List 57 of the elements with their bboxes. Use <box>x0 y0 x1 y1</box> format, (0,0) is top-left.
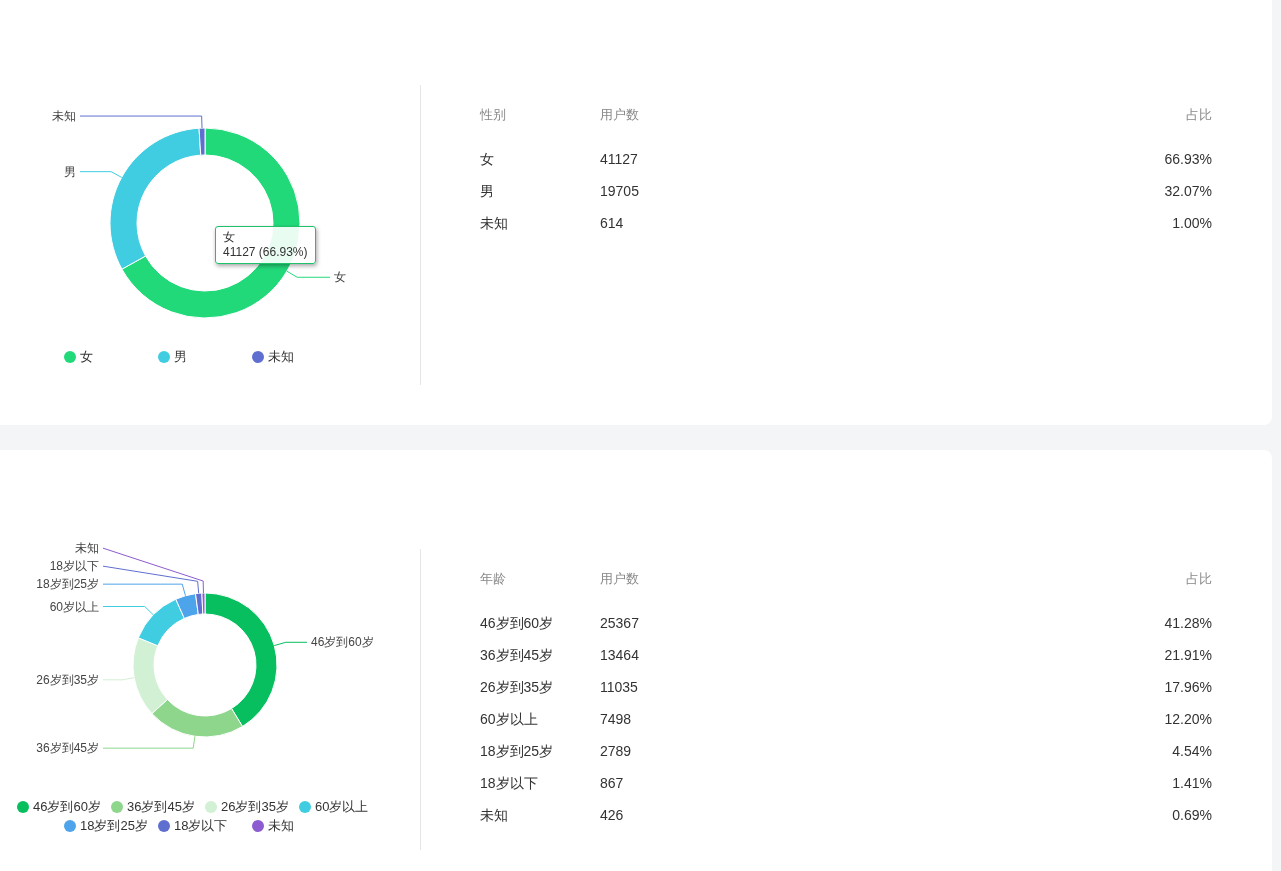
category-label: 未知 <box>480 807 508 823</box>
legend-label: 女 <box>80 348 94 366</box>
text: 867 <box>600 774 624 793</box>
slice-label: 18岁到25岁 <box>36 577 99 592</box>
text: 614 <box>600 214 624 233</box>
text: 21.91% <box>1164 646 1212 665</box>
slice-label: 未知 <box>75 541 99 556</box>
text: 性别 <box>480 106 506 124</box>
category-label: 46岁到60岁 <box>480 615 554 631</box>
text: 41127 <box>600 150 638 169</box>
text: 426 <box>600 806 624 825</box>
category-label: 26岁到35岁 <box>480 679 554 695</box>
text: 4.54% <box>1172 742 1212 761</box>
slice-label: 男 <box>64 164 76 179</box>
legend-label: 60岁以上 <box>315 798 370 816</box>
category-label: 男 <box>480 183 494 199</box>
legend-label: 26岁到35岁 <box>221 798 289 816</box>
category-label: 女 <box>480 151 494 167</box>
legend-label: 36岁到45岁 <box>127 798 195 816</box>
text: 1.00% <box>1172 214 1212 233</box>
slice-label: 女 <box>334 270 346 285</box>
text: 12.20% <box>1164 710 1212 729</box>
text: 0.69% <box>1172 806 1212 825</box>
legend-label: 男 <box>174 348 188 366</box>
category-label: 18岁到25岁 <box>480 743 554 759</box>
slice-label: 未知 <box>52 109 76 124</box>
legend-label: 18岁到25岁 <box>80 817 148 835</box>
text: 13464 <box>600 646 639 665</box>
tooltip: 女 41127 (66.93%) <box>215 226 316 264</box>
text: 1.41% <box>1172 774 1212 793</box>
text: 11035 <box>600 678 638 697</box>
slice-label: 60岁以上 <box>49 599 99 614</box>
legend-label: 未知 <box>268 348 295 366</box>
text: 用户数 <box>600 570 639 588</box>
slice-label: 36岁到45岁 <box>36 741 99 756</box>
text: 32.07% <box>1164 182 1212 201</box>
legend-label: 46岁到60岁 <box>33 798 101 816</box>
slice-label: 26岁到35岁 <box>36 672 99 687</box>
text: 占比 <box>1186 570 1212 588</box>
text: 2789 <box>600 742 632 761</box>
text: 17.96% <box>1164 678 1212 697</box>
slice-label: 46岁到60岁 <box>311 635 374 650</box>
legend-label: 18岁以下 <box>174 817 229 835</box>
slice-label: 18岁以下 <box>49 559 99 574</box>
text: 年龄 <box>480 570 506 588</box>
text: 19705 <box>600 182 639 201</box>
legend-label: 未知 <box>268 817 295 835</box>
text: 25367 <box>600 614 639 633</box>
category-label: 18岁以下 <box>480 775 538 791</box>
category-label: 60岁以上 <box>480 711 538 727</box>
text: 7498 <box>600 710 632 729</box>
text: 占比 <box>1186 106 1212 124</box>
text: 66.93% <box>1164 150 1212 169</box>
text: 41.28% <box>1164 614 1212 633</box>
category-label: 36岁到45岁 <box>480 647 554 663</box>
text: 用户数 <box>600 106 639 124</box>
category-label: 未知 <box>480 215 508 231</box>
